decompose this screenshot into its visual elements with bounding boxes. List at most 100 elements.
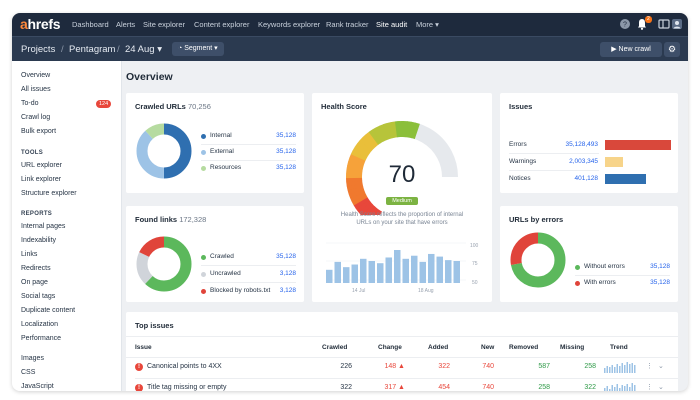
issue-removed: 587 [538,363,550,370]
sidebar-item-localization[interactable]: Localization [21,321,58,328]
issue-change: 148 ▲ [384,363,405,370]
gauge-center [369,144,435,210]
help-icon[interactable]: ? [618,17,632,31]
found-links-card: Found links 172,328 Crawled 35,128 Uncrawl… [126,206,304,302]
sidebar-item-images[interactable]: Images [21,355,44,362]
found-links-legend-label: Uncrawled [210,270,241,277]
nav-site-explorer[interactable]: Site explorer [143,20,186,29]
gauge-fill-segment [368,129,381,145]
sidebar-item-link-explorer[interactable]: Link explorer [21,176,62,183]
chevron-down-icon[interactable]: ⌄ [658,363,664,370]
sidebar-item-links[interactable]: Links [21,251,38,258]
play-icon: ▶ [611,46,619,53]
nav-more[interactable]: More ▾ [416,20,439,29]
urls-by-errors-legend-value[interactable]: 35,128 [650,263,670,270]
found-links-legend-value[interactable]: 3,128 [279,287,296,294]
nav-dashboard[interactable]: Dashboard [72,20,109,29]
health-history-bar [385,257,392,283]
more-options-icon[interactable]: ⋮ [646,384,653,391]
top-navigation: ahrefs Dashboard Alerts Site explorer Co… [12,13,688,36]
crawled-urls-legend-label: External [210,148,234,155]
ahrefs-logo[interactable]: ahrefs [20,16,61,32]
sidebar-item-url-explorer[interactable]: URL explorer [21,162,62,169]
col-change[interactable]: Change [378,344,402,351]
segment-dropdown[interactable]: ◔ Segment ▾ [172,42,224,56]
breadcrumb-project[interactable]: Pentagram [69,44,116,55]
nav-rank-tracker[interactable]: Rank tracker [326,20,369,29]
top-issues-title: Top issues [135,321,174,330]
sidebar-item-all-issues[interactable]: All issues [21,86,51,93]
issue-missing: 322 [584,384,596,391]
issues-row-value[interactable]: 2,003,345 [569,158,598,165]
new-crawl-button[interactable]: ▶ New crawl [600,42,662,57]
crawled-urls-legend-value[interactable]: 35,128 [276,132,296,139]
settings-gear-button[interactable]: ⚙ [664,42,680,57]
sidebar-item-internal-pages[interactable]: Internal pages [21,223,66,230]
sidebar-item-css[interactable]: CSS [21,369,36,376]
health-history-bar [334,261,341,283]
sidebar-item-overview[interactable]: Overview [21,72,51,79]
sidebar-item-performance[interactable]: Performance [21,335,62,342]
col-issue[interactable]: Issue [135,344,152,351]
sidebar-item-social-tags[interactable]: Social tags [21,293,56,300]
sidebar-section-tools: TOOLS [21,150,44,156]
gauge-fill-segment [350,150,367,161]
col-removed[interactable]: Removed [509,344,539,351]
issue-name[interactable]: Title tag missing or empty [147,384,227,391]
gauge-fill-segment [347,161,364,170]
found-links-count: 172,328 [179,215,207,224]
y-tick-100: 100 [470,243,479,249]
col-new[interactable]: New [481,344,495,351]
chevron-down-icon[interactable]: ⌄ [658,384,664,391]
sidebar-item-to-do[interactable]: To-do [21,100,39,107]
issues-row-value[interactable]: 35,128,493 [565,141,598,148]
sidebar-item-javascript[interactable]: JavaScript [21,383,54,390]
found-links-legend-value[interactable]: 35,128 [276,253,296,260]
breadcrumb-projects[interactable]: Projects [21,44,56,55]
notification-count: 2 [645,16,652,23]
crawled-urls-legend-value[interactable]: 35,128 [276,148,296,155]
crawl-date-dropdown[interactable]: 24 Aug ▾ [125,44,162,55]
issue-new: 740 [482,363,494,370]
y-tick-50: 50 [472,280,478,286]
health-score-title: Health Score [321,102,367,111]
user-avatar[interactable] [670,17,684,31]
gauge-fill-segment [383,122,392,140]
urls-by-errors-donut [510,232,566,288]
col-added[interactable]: Added [428,344,449,351]
gauge-fill-segment [362,134,377,149]
gauge-fill-segment [411,122,420,140]
sidebar-item-structure-explorer[interactable]: Structure explorer [21,190,77,197]
issue-name[interactable]: Canonical points to 4XX [147,363,222,370]
issues-row-value[interactable]: 401,128 [574,175,599,182]
nav-content-explorer[interactable]: Content explorer [194,20,250,29]
urls-by-errors-legend-value[interactable]: 35,128 [650,279,670,286]
nav-keywords-explorer[interactable]: Keywords explorer [258,20,321,29]
gauge-fill-segment [346,180,363,187]
sidebar-item-indexability[interactable]: Indexability [21,237,57,244]
sidebar-item-crawl-log[interactable]: Crawl log [21,114,51,121]
project-header: Projects / Pentagram / 24 Aug ▾ ◔ Segmen… [12,36,688,61]
found-links-legend-label: Crawled [210,253,234,260]
issues-card: Issues Errors 35,128,493 Warnings 2,003,345… [500,93,678,193]
col-trend[interactable]: Trend [610,344,628,351]
crawled-urls-legend-value[interactable]: 35,128 [276,164,296,171]
health-history-bar [419,261,426,283]
breadcrumb-separator: / [117,44,120,55]
nav-alerts[interactable]: Alerts [116,20,136,29]
all-issues-count-badge: 124 [96,100,112,108]
layout-icon[interactable] [657,17,671,31]
found-links-legend-value[interactable]: 3,128 [279,270,296,277]
sidebar-item-on-page[interactable]: On page [21,279,48,286]
bell-icon[interactable] [635,17,649,31]
sidebar-item-redirects[interactable]: Redirects [21,265,51,272]
sidebar-item-duplicate-content[interactable]: Duplicate content [21,307,76,314]
nav-site-audit[interactable]: Site audit [376,20,408,29]
segment-icon: ◔ [178,45,185,52]
sidebar-item-bulk-export[interactable]: Bulk export [21,128,57,135]
gauge-fill-segment [379,124,389,141]
gauge-fill-segment [353,196,370,209]
more-options-icon[interactable]: ⋮ [646,363,653,370]
col-missing[interactable]: Missing [560,344,585,351]
col-crawled[interactable]: Crawled [322,344,348,351]
